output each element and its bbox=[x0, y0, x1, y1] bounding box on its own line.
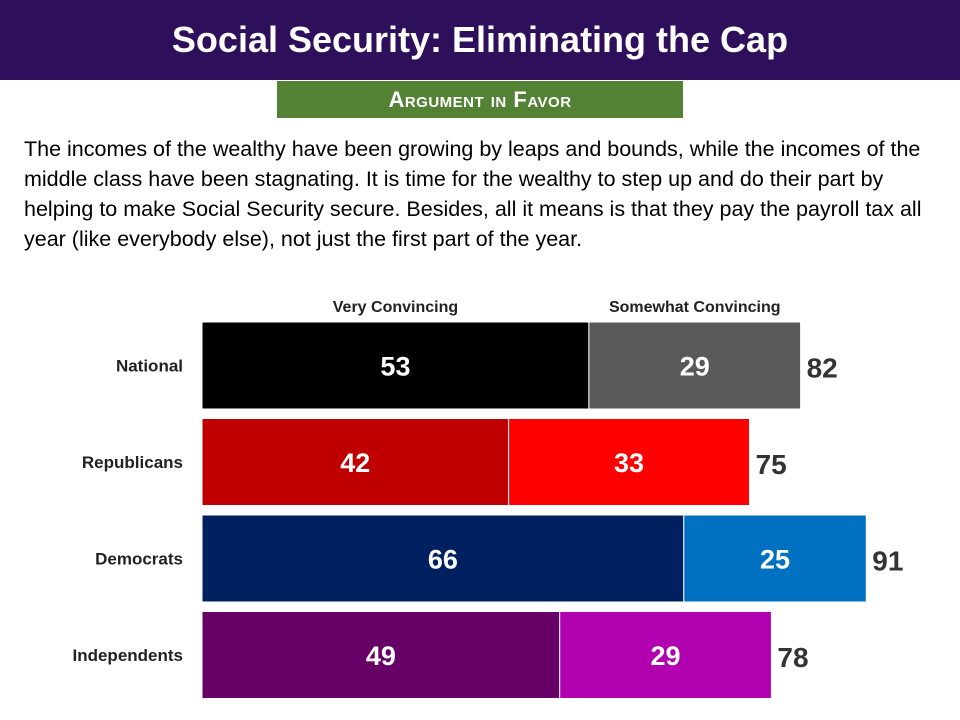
stacked-bar-chart: Very Convincing Somewhat Convincing Nation… bbox=[72, 299, 903, 699]
data-label-independents-somewhat: 29 bbox=[651, 641, 681, 671]
total-label-national: 82 bbox=[807, 353, 838, 384]
total-label-democrats: 91 bbox=[872, 546, 903, 577]
legend-label-very-convincing: Very Convincing bbox=[333, 299, 458, 316]
category-label-democrats: Democrats bbox=[95, 550, 183, 569]
page-title: Social Security: Eliminating the Cap bbox=[171, 19, 789, 60]
category-label-national: National bbox=[116, 357, 183, 376]
data-label-democrats-very: 66 bbox=[428, 545, 458, 575]
data-label-republicans-somewhat: 33 bbox=[614, 448, 644, 478]
data-label-republicans-very: 42 bbox=[340, 448, 370, 478]
bar-national-somewhat bbox=[588, 321, 802, 410]
bar-republicans-somewhat bbox=[508, 418, 750, 506]
data-label-democrats-somewhat: 25 bbox=[760, 545, 790, 575]
bar-independents-very bbox=[201, 611, 561, 699]
data-label-national-somewhat: 29 bbox=[680, 352, 710, 382]
total-label-republicans: 75 bbox=[756, 449, 787, 480]
total-label-independents: 78 bbox=[777, 642, 808, 673]
legend-label-somewhat-convincing: Somewhat Convincing bbox=[609, 299, 781, 316]
argument-text: The incomes of the wealthy have been gro… bbox=[24, 137, 922, 251]
category-label-independents: Independents bbox=[72, 646, 183, 665]
title-bar: Social Security: Eliminating the Cap bbox=[0, 0, 960, 80]
data-label-national-very: 53 bbox=[380, 352, 410, 382]
bar-democrats-somewhat bbox=[683, 514, 867, 603]
category-label-republicans: Republicans bbox=[82, 453, 183, 472]
bar-democrats-very bbox=[201, 514, 685, 603]
bar-national-very bbox=[201, 321, 590, 410]
data-label-independents-very: 49 bbox=[366, 641, 396, 671]
bar-independents-somewhat bbox=[559, 611, 772, 699]
bar-republicans-very bbox=[201, 418, 510, 506]
subtitle-banner: Argument in Favor bbox=[277, 81, 683, 118]
